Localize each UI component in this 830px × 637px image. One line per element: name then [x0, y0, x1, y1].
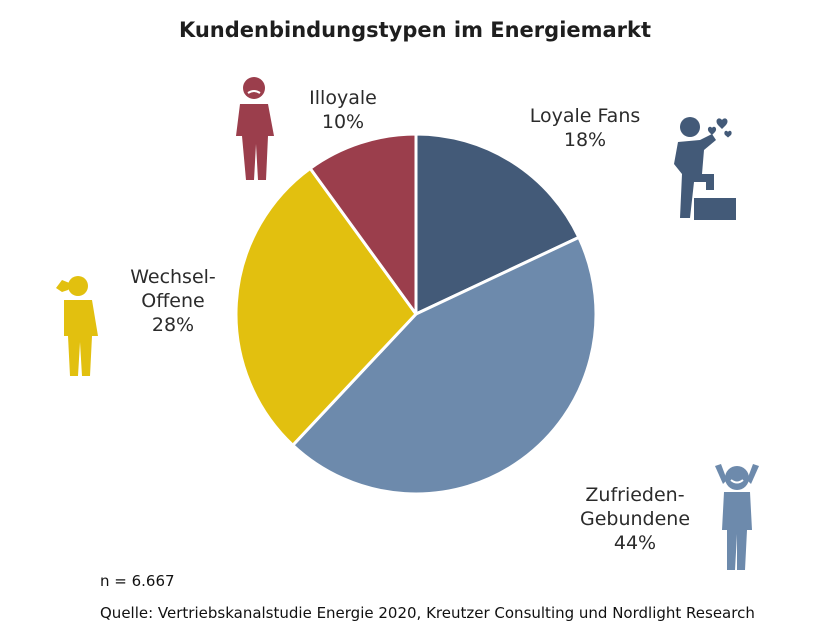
- relaxed-person-icon: [715, 464, 759, 570]
- source-note: Quelle: Vertriebskanalstudie Energie 202…: [100, 604, 755, 622]
- label-wechsel-line1: Wechsel-: [130, 266, 216, 288]
- label-wechsel-line2: Offene: [141, 290, 205, 312]
- label-illoyale-name: Illoyale: [309, 87, 377, 109]
- label-wechsel-pct: 28%: [151, 314, 195, 336]
- label-loyale-fans-name: Loyale Fans: [529, 105, 641, 127]
- label-loyale-fans-pct: 18%: [563, 129, 607, 151]
- label-zufrieden-gebundene: Zufrieden- Gebundene 44%: [565, 483, 705, 555]
- slice-illoyale: [308, 132, 418, 316]
- slice-loyale-fans: [414, 132, 581, 316]
- label-zufrieden-line2: Gebundene: [579, 508, 691, 530]
- chart-title: Kundenbindungstypen im Energiemarkt: [178, 18, 652, 42]
- slice-zufrieden-gebundene: [291, 235, 598, 496]
- label-illoyale-pct: 10%: [321, 111, 365, 133]
- label-illoyale: Illoyale 10%: [283, 86, 403, 134]
- label-loyale-fans: Loyale Fans 18%: [510, 104, 660, 152]
- thinking-person-icon: [56, 276, 98, 376]
- sad-person-icon: [236, 77, 274, 180]
- label-zufrieden-pct: 44%: [613, 532, 657, 554]
- label-zufrieden-line1: Zufrieden-: [585, 484, 685, 506]
- slice-wechsel-offene: [234, 166, 418, 447]
- fan-celebrating-icon: [674, 117, 736, 220]
- sample-size: n = 6.667: [100, 572, 175, 590]
- label-wechsel-offene: Wechsel- Offene 28%: [108, 265, 238, 337]
